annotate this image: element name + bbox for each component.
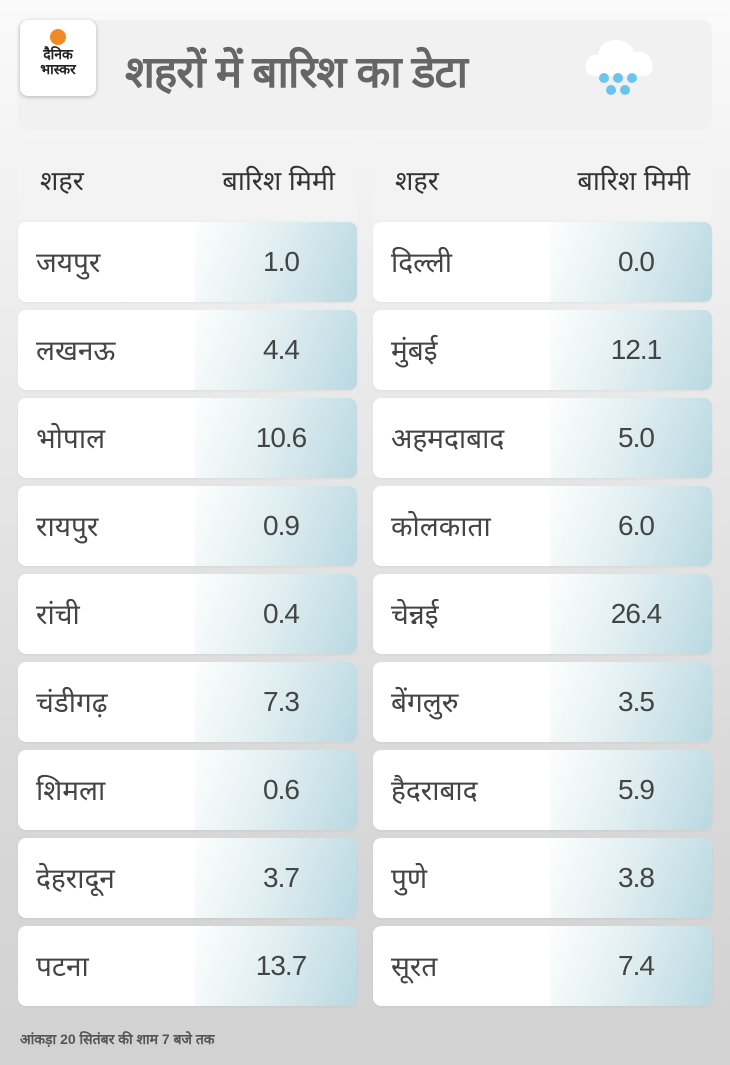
city-name: देहरादून [36,863,115,894]
rain-value: 7.4 [550,926,712,1006]
rain-value: 12.1 [550,310,712,390]
header-city: शहर [395,165,439,196]
city-name: हैदराबाद [391,775,478,806]
header-city: शहर [40,165,84,196]
table-row: भोपाल 10.6 [18,398,357,478]
table-row: पुणे 3.8 [373,838,712,918]
table-row: कोलकाता 6.0 [373,486,712,566]
table-row: अहमदाबाद 5.0 [373,398,712,478]
table-row: शिमला 0.6 [18,750,357,830]
table-row: मुंबई 12.1 [373,310,712,390]
city-name: बेंगलुरु [391,687,459,718]
rain-value: 3.8 [550,838,712,918]
table-row: हैदराबाद 5.9 [373,750,712,830]
rain-value: 1.0 [195,222,357,302]
rain-value: 0.9 [195,486,357,566]
rain-value: 0.6 [195,750,357,830]
logo-text-1: दैनिक [43,46,73,62]
city-name: लखनऊ [36,335,116,366]
city-name: जयपुर [36,247,101,278]
table-row: पटना 13.7 [18,926,357,1006]
rain-value: 5.0 [550,398,712,478]
city-name: चंडीगढ़ [36,687,108,718]
rain-value: 3.5 [550,662,712,742]
rain-value: 5.9 [550,750,712,830]
table-row: सूरत 7.4 [373,926,712,1006]
table-row: बेंगलुरु 3.5 [373,662,712,742]
city-name: रायपुर [36,511,99,542]
rain-value: 10.6 [195,398,357,478]
footnote: आंकड़ा 20 सितंबर की शाम 7 बजे तक [20,1031,215,1047]
city-name: अहमदाबाद [391,423,505,454]
city-name: सूरत [391,951,438,982]
rain-value: 0.0 [550,222,712,302]
rain-value: 7.3 [195,662,357,742]
table-row: दिल्ली 0.0 [373,222,712,302]
city-name: शिमला [36,775,106,806]
table-row: जयपुर 1.0 [18,222,357,302]
table-row: रायपुर 0.9 [18,486,357,566]
rain-value: 0.4 [195,574,357,654]
rain-cloud-icon [585,40,653,95]
header-rain: बारिश मिमी [577,165,690,196]
sun-icon [50,29,66,45]
table-header: शहर बारिश मिमी [18,138,357,220]
left-table: शहर बारिश मिमी जयपुर 1.0 लखनऊ 4.4 भोपाल 10.6 र… [18,138,357,1006]
rain-value: 13.7 [195,926,357,1006]
dainik-bhaskar-logo: दैनिक भास्कर [20,20,96,96]
city-name: रांची [36,599,80,630]
rain-value: 6.0 [550,486,712,566]
rain-value: 26.4 [550,574,712,654]
table-header: शहर बारिश मिमी [373,138,712,220]
city-name: भोपाल [36,423,106,454]
right-table: शहर बारिश मिमी दिल्ली 0.0 मुंबई 12.1 अहमदाबा… [373,138,712,1006]
rain-value: 4.4 [195,310,357,390]
city-name: पटना [36,951,89,982]
rain-value: 3.7 [195,838,357,918]
table-row: देहरादून 3.7 [18,838,357,918]
city-name: दिल्ली [391,247,452,278]
table-row: रांची 0.4 [18,574,357,654]
city-name: पुणे [391,863,428,894]
city-name: मुंबई [391,335,438,366]
logo-text-2: भास्कर [40,61,76,77]
city-name: चेन्नई [391,599,439,630]
table-row: चंडीगढ़ 7.3 [18,662,357,742]
table-row: लखनऊ 4.4 [18,310,357,390]
table-row: चेन्नई 26.4 [373,574,712,654]
city-name: कोलकाता [391,511,491,542]
page-title: शहरों में बारिश का डेटा [125,48,468,97]
header-rain: बारिश मिमी [222,165,335,196]
